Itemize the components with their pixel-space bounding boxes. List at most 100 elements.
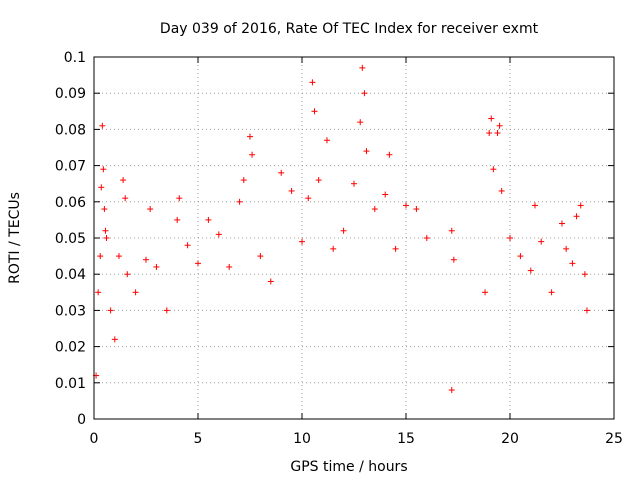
data-point — [363, 148, 370, 155]
data-point — [120, 177, 127, 184]
y-tick-label: 0.03 — [55, 303, 86, 319]
data-point — [98, 184, 105, 191]
data-point — [351, 180, 357, 187]
data-point — [226, 263, 233, 270]
data-point — [288, 187, 295, 194]
data-point — [517, 253, 524, 260]
data-point — [359, 64, 366, 71]
data-point — [122, 195, 129, 202]
data-point — [386, 151, 393, 158]
data-point — [309, 79, 316, 86]
x-tick-label: 5 — [194, 431, 203, 447]
data-point — [323, 137, 330, 144]
data-point — [103, 235, 110, 241]
tick-labels: 0 5 10 15 20 25 0 0.01 0.02 0.03 0.04 0.05 0.06 0.07 0… — [55, 50, 623, 447]
data-point — [107, 307, 114, 314]
y-tick-label: 0.1 — [64, 50, 86, 66]
data-point — [99, 122, 106, 129]
data-point — [330, 245, 337, 252]
data-point — [215, 231, 222, 238]
data-point — [205, 216, 212, 223]
data-point — [124, 271, 131, 278]
data-point — [315, 177, 322, 184]
data-point — [450, 256, 457, 263]
data-point — [423, 235, 430, 241]
data-point — [490, 166, 497, 173]
data-point — [531, 202, 538, 209]
data-point — [569, 260, 576, 267]
y-tick-label: 0.06 — [55, 195, 86, 211]
data-point — [488, 115, 495, 122]
data-point — [577, 202, 584, 209]
data-point — [299, 238, 305, 245]
data-point — [548, 289, 555, 296]
data-point — [247, 133, 253, 140]
data-point — [97, 253, 104, 260]
points — [93, 64, 590, 394]
chart-title: Day 039 of 2016, Rate Of TEC Index for r… — [160, 21, 539, 37]
y-tick-label: 0.04 — [55, 267, 86, 283]
data-point — [249, 151, 256, 158]
x-axis-label: GPS time / hours — [290, 459, 407, 475]
data-point — [403, 202, 409, 209]
y-axis-label: ROTI / TECUs — [7, 192, 23, 284]
data-point — [184, 242, 191, 249]
data-point — [257, 253, 264, 260]
data-point — [361, 90, 368, 97]
y-tick-label: 0.07 — [55, 159, 86, 175]
data-point — [507, 235, 513, 241]
data-point — [486, 130, 493, 137]
y-tick-label: 0.01 — [55, 376, 86, 392]
data-point — [95, 289, 102, 296]
data-point — [147, 206, 154, 213]
y-tick-label: 0.08 — [55, 122, 86, 138]
data-point — [195, 260, 201, 267]
data-point — [498, 187, 505, 194]
data-point — [267, 278, 274, 285]
data-point — [538, 238, 545, 245]
data-point — [153, 263, 160, 270]
x-tick-label: 0 — [90, 431, 99, 447]
data-point — [559, 220, 565, 227]
y-tick-label: 0 — [77, 412, 86, 428]
data-point — [143, 256, 149, 263]
data-point — [278, 169, 285, 176]
data-point — [100, 166, 107, 173]
data-point — [102, 227, 109, 234]
data-point — [448, 387, 455, 394]
data-point — [240, 177, 247, 184]
data-point — [357, 119, 364, 126]
x-tick-label: 10 — [293, 431, 311, 447]
data-point — [494, 130, 501, 137]
data-point — [527, 267, 534, 274]
data-point — [496, 122, 503, 129]
data-point — [573, 213, 580, 220]
data-point — [581, 271, 588, 278]
data-point — [583, 307, 590, 314]
data-point — [101, 206, 108, 213]
data-point — [482, 289, 489, 296]
x-tick-label: 25 — [605, 431, 623, 447]
data-point — [563, 245, 570, 252]
data-point — [305, 195, 312, 202]
data-point — [132, 289, 139, 296]
data-point — [413, 206, 420, 213]
y-tick-label: 0.02 — [55, 340, 86, 356]
data-point — [448, 227, 455, 234]
data-point — [340, 227, 347, 234]
data-point — [115, 253, 122, 260]
data-point — [392, 245, 399, 252]
data-point — [382, 191, 389, 198]
data-point — [311, 108, 318, 115]
y-tick-label: 0.05 — [55, 231, 86, 247]
x-tick-label: 20 — [501, 431, 519, 447]
grid — [94, 57, 614, 419]
data-point — [111, 336, 118, 343]
data-point — [176, 195, 183, 202]
data-point — [236, 198, 243, 205]
data-point — [371, 206, 378, 213]
ticks — [93, 56, 615, 420]
x-tick-label: 15 — [397, 431, 415, 447]
y-tick-label: 0.09 — [55, 86, 86, 102]
